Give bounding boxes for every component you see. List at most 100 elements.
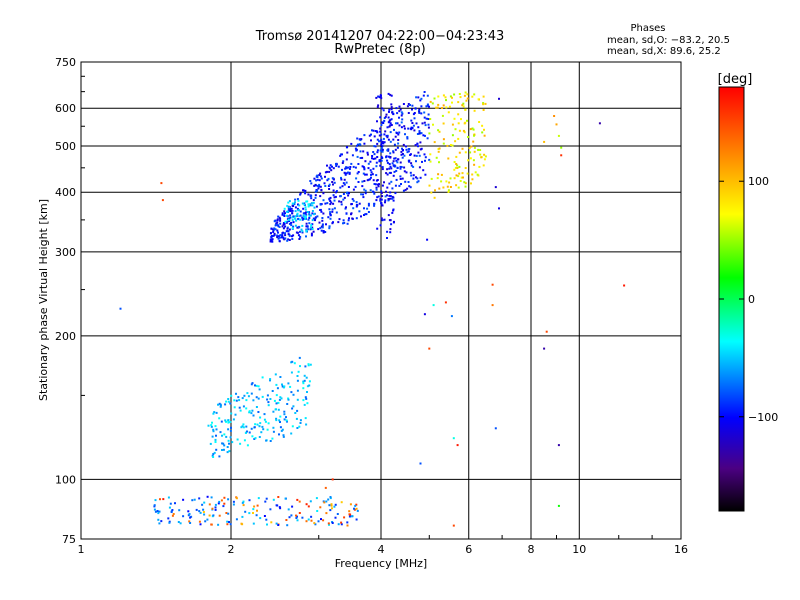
echo-point — [321, 223, 324, 226]
echo-point — [261, 395, 264, 398]
echo-point — [271, 437, 274, 440]
echo-point — [415, 160, 417, 163]
echo-point — [376, 106, 379, 109]
echo-point — [379, 116, 382, 119]
echo-point — [325, 512, 328, 515]
echo-point — [286, 220, 289, 223]
echo-point — [395, 132, 398, 135]
echo-point — [464, 91, 467, 94]
echo-point — [305, 211, 307, 214]
echo-point — [215, 448, 218, 451]
echo-point — [363, 180, 366, 182]
echo-point — [259, 422, 262, 425]
echo-point — [368, 178, 371, 181]
echo-point — [394, 157, 397, 160]
echo-point — [278, 216, 281, 219]
echo-point — [376, 120, 378, 123]
echo-point — [283, 215, 286, 217]
echo-point — [387, 121, 390, 124]
echo-point — [321, 226, 324, 229]
echo-point — [560, 146, 563, 149]
colorbar-ticks: 100 0 −100 — [719, 175, 778, 424]
echo-point — [263, 413, 266, 416]
echo-point — [329, 212, 332, 215]
echo-point — [315, 205, 318, 208]
echo-point — [287, 238, 290, 241]
echo-point — [278, 236, 281, 239]
echo-point — [199, 523, 202, 526]
echo-point — [426, 104, 429, 107]
echo-point — [311, 204, 314, 207]
echo-point — [280, 397, 283, 400]
echo-point — [307, 228, 310, 231]
echo-point — [322, 519, 325, 522]
echo-point — [392, 150, 395, 153]
echo-point — [464, 151, 467, 154]
x-tick-label: 4 — [378, 543, 385, 556]
echo-point — [389, 228, 392, 231]
echo-point — [430, 177, 433, 180]
echo-point — [386, 230, 389, 233]
echo-point — [202, 511, 205, 513]
echo-point — [345, 181, 348, 184]
echo-point — [238, 406, 241, 409]
echo-point — [296, 226, 299, 229]
echo-point — [391, 111, 394, 114]
echo-point — [303, 202, 306, 205]
echo-point — [178, 509, 181, 512]
echo-point — [218, 514, 221, 517]
echo-point — [356, 137, 359, 140]
echo-point — [442, 186, 445, 189]
echo-point — [363, 167, 366, 170]
echo-point — [408, 185, 411, 188]
echo-point — [432, 304, 435, 307]
echo-point — [363, 134, 366, 137]
echo-point — [385, 134, 388, 137]
echo-point — [202, 508, 205, 511]
echo-point — [436, 106, 439, 109]
echo-point — [330, 169, 333, 172]
echo-point — [371, 129, 373, 132]
echo-point — [288, 220, 290, 222]
echo-point — [380, 124, 383, 126]
echo-point — [355, 203, 358, 206]
echo-point — [329, 496, 332, 498]
echo-point — [446, 144, 449, 147]
echo-point — [291, 204, 294, 207]
echo-point — [267, 404, 270, 407]
echo-point — [299, 419, 302, 422]
echo-point — [241, 501, 244, 504]
echo-point — [483, 158, 486, 161]
echo-point — [265, 518, 268, 521]
echo-point — [282, 435, 285, 438]
echo-point — [242, 500, 245, 503]
echo-point — [476, 173, 479, 176]
echo-point — [274, 228, 277, 231]
echo-point — [304, 218, 307, 220]
echo-point — [335, 211, 338, 214]
echo-point — [379, 130, 382, 133]
echo-point — [360, 215, 362, 218]
echo-point — [410, 174, 413, 177]
echo-point — [281, 213, 284, 216]
echo-point — [385, 155, 388, 158]
echo-point — [545, 330, 548, 333]
echo-point — [221, 442, 224, 445]
echo-point — [428, 132, 431, 135]
echo-point — [408, 160, 411, 163]
echo-point — [433, 196, 436, 199]
plot-frame — [80, 61, 682, 540]
echo-point — [359, 157, 362, 159]
echo-point — [335, 165, 338, 167]
echo-point — [295, 517, 298, 519]
echo-point — [348, 510, 351, 513]
echo-point — [367, 178, 370, 181]
echo-point — [415, 122, 418, 125]
echo-point — [369, 160, 372, 163]
echo-point — [287, 398, 290, 401]
echo-point — [355, 149, 358, 152]
echo-point — [203, 501, 206, 504]
echo-point — [418, 154, 421, 157]
echo-point — [380, 217, 383, 220]
echo-point — [378, 140, 380, 143]
